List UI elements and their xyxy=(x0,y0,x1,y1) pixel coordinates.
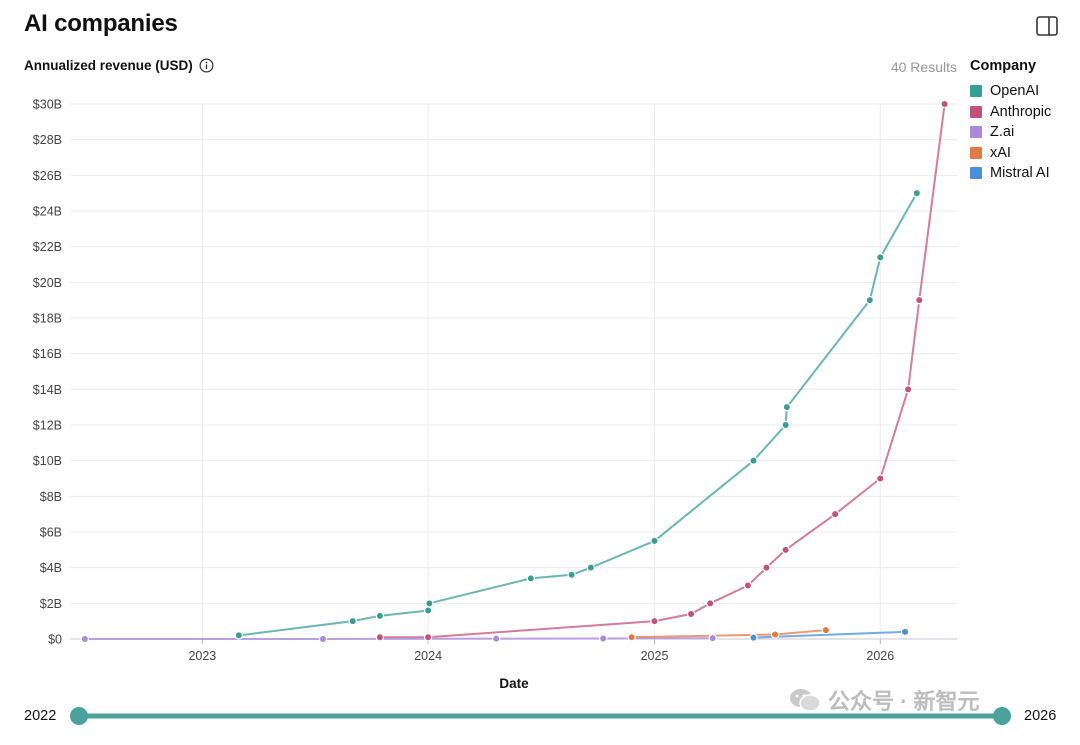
data-point-z-ai[interactable] xyxy=(598,634,608,643)
data-point-openai[interactable] xyxy=(425,599,434,608)
x-tick-label: 2023 xyxy=(188,649,216,663)
slider-handle-end[interactable] xyxy=(993,707,1011,725)
y-tick-label: $14B xyxy=(33,383,62,397)
slider-track[interactable] xyxy=(79,713,1002,719)
data-point-anthropic[interactable] xyxy=(375,633,385,642)
legend-swatch xyxy=(970,146,982,159)
legend-label: Mistral AI xyxy=(990,165,1050,182)
series-line-z-ai xyxy=(84,637,713,640)
data-point-openai[interactable] xyxy=(234,631,244,640)
wechat-icon xyxy=(790,689,821,712)
data-point-anthropic[interactable] xyxy=(762,563,771,572)
data-point-mistral-ai[interactable] xyxy=(749,633,758,642)
data-point-anthropic[interactable] xyxy=(743,581,753,590)
data-point-anthropic[interactable] xyxy=(903,385,913,394)
data-point-openai[interactable] xyxy=(526,574,536,583)
legend: Company OpenAI Anthropic Z.ai xAI Mistral AI xyxy=(970,58,1051,184)
info-icon[interactable] xyxy=(199,58,214,73)
data-point-anthropic[interactable] xyxy=(876,474,885,483)
data-point-openai[interactable] xyxy=(782,402,792,412)
legend-item-mistral-ai[interactable]: Mistral AI xyxy=(970,163,1051,184)
data-point-anthropic[interactable] xyxy=(781,545,790,555)
legend-swatch xyxy=(970,167,982,180)
data-point-openai[interactable] xyxy=(781,420,790,430)
y-tick-label: $22B xyxy=(33,240,62,254)
data-point-mistral-ai[interactable] xyxy=(900,627,910,637)
legend-title: Company xyxy=(970,58,1037,74)
data-point-openai[interactable] xyxy=(865,295,874,305)
data-point-openai[interactable] xyxy=(423,606,433,615)
data-point-z-ai[interactable] xyxy=(491,634,501,643)
data-point-openai[interactable] xyxy=(876,253,885,262)
legend-swatch xyxy=(970,85,982,98)
x-tick-label: 2024 xyxy=(414,649,442,663)
data-point-openai[interactable] xyxy=(348,616,357,626)
y-tick-label: $26B xyxy=(33,169,62,183)
y-tick-label: $30B xyxy=(33,98,62,112)
legend-label: xAI xyxy=(990,144,1011,161)
legend-swatch xyxy=(970,105,982,118)
series-line-anthropic xyxy=(379,103,946,639)
data-point-anthropic[interactable] xyxy=(915,295,924,305)
data-point-xai[interactable] xyxy=(627,633,636,642)
x-axis-label: Date xyxy=(499,676,529,691)
date-range-slider[interactable] xyxy=(0,700,1080,734)
data-point-anthropic[interactable] xyxy=(830,509,840,519)
data-point-openai[interactable] xyxy=(912,188,921,198)
y-axis-label: Annualized revenue (USD) xyxy=(24,58,193,73)
legend-item-z-ai[interactable]: Z.ai xyxy=(970,122,1051,143)
page-title: AI companies xyxy=(24,10,178,37)
slider-min-label: 2022 xyxy=(24,708,57,724)
y-tick-label: $2B xyxy=(40,597,62,611)
legend-item-xai[interactable]: xAI xyxy=(970,143,1051,164)
y-tick-label: $10B xyxy=(33,454,62,468)
slider-max-label: 2026 xyxy=(1024,708,1057,724)
y-tick-label: $0 xyxy=(48,633,62,647)
data-point-anthropic[interactable] xyxy=(423,633,433,642)
y-tick-label: $24B xyxy=(33,205,62,219)
data-point-z-ai[interactable] xyxy=(708,633,717,643)
legend-item-openai[interactable]: OpenAI xyxy=(970,81,1051,102)
y-tick-label: $4B xyxy=(40,561,62,575)
data-point-openai[interactable] xyxy=(586,563,596,572)
data-point-xai[interactable] xyxy=(770,630,780,639)
watermark: 公众号 · 新智元 xyxy=(788,684,980,716)
series-line-openai xyxy=(238,192,918,637)
y-tick-label: $6B xyxy=(40,526,62,540)
y-tick-label: $8B xyxy=(40,490,62,504)
y-axis-title: Annualized revenue (USD) xyxy=(24,58,214,73)
data-point-xai[interactable] xyxy=(821,625,831,635)
data-point-z-ai[interactable] xyxy=(318,634,328,644)
y-tick-label: $18B xyxy=(33,312,62,326)
legend-label: Z.ai xyxy=(990,124,1015,141)
results-count: 40 Results xyxy=(890,59,957,75)
data-point-anthropic[interactable] xyxy=(940,99,949,109)
y-tick-label: $20B xyxy=(33,276,62,290)
legend-swatch xyxy=(970,126,982,139)
data-point-anthropic[interactable] xyxy=(705,599,715,608)
y-tick-label: $16B xyxy=(33,347,62,361)
y-tick-label: $12B xyxy=(33,419,62,433)
slider-handle-start[interactable] xyxy=(70,707,88,725)
data-point-openai[interactable] xyxy=(650,536,659,546)
legend-item-anthropic[interactable]: Anthropic xyxy=(970,102,1051,123)
legend-label: Anthropic xyxy=(990,103,1052,120)
x-tick-label: 2026 xyxy=(866,649,894,663)
watermark-text: 公众号 · 新智元 xyxy=(828,689,980,714)
legend-label: OpenAI xyxy=(990,83,1040,100)
data-point-openai[interactable] xyxy=(749,456,758,465)
line-chart: $0 $2B $4B $6B $8B $10B $12B $14B $16B $18B $20B $2… xyxy=(33,98,957,691)
y-tick-label: $28B xyxy=(33,133,62,147)
x-tick-label: 2025 xyxy=(641,649,669,663)
data-point-anthropic[interactable] xyxy=(650,616,659,626)
data-point-z-ai[interactable] xyxy=(80,634,90,644)
data-point-openai[interactable] xyxy=(375,611,385,621)
data-point-openai[interactable] xyxy=(567,570,576,580)
data-point-anthropic[interactable] xyxy=(686,609,696,619)
panel-toggle-icon[interactable] xyxy=(1036,16,1058,36)
